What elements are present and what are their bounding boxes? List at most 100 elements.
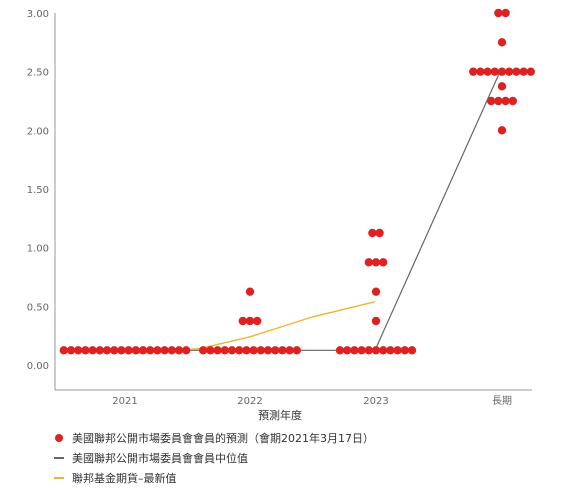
projection-dot xyxy=(400,346,409,355)
projection-dot xyxy=(386,346,395,355)
y-tick-label: 1.00 xyxy=(27,244,49,255)
legend: 美國聯邦公開市場委員會會員的預測（會期2021年3月17日） 美國聯邦公開市場委… xyxy=(52,428,374,488)
projection-dot xyxy=(368,228,377,238)
projection-dot xyxy=(483,67,492,76)
projection-dot xyxy=(501,96,510,106)
projection-dot xyxy=(371,287,381,296)
projection-dot xyxy=(59,346,68,355)
y-tick-label: 2.50 xyxy=(27,68,49,79)
legend-item-futures: 聯邦基金期貨–最新值 xyxy=(52,468,374,488)
x-tick-label: 2023 xyxy=(363,396,388,407)
projection-dot xyxy=(371,316,381,326)
projection-dot xyxy=(95,346,105,355)
legend-label-projections: 美國聯邦公開市場委員會會員的預測（會期2021年3月17日） xyxy=(72,432,374,445)
projection-dot xyxy=(469,67,478,76)
legend-label-median: 美國聯邦公開市場委員會會員中位值 xyxy=(72,452,248,465)
x-tick-label: 2022 xyxy=(237,396,262,407)
projection-dot xyxy=(174,346,184,355)
legend-label-futures: 聯邦基金期貨–最新值 xyxy=(72,472,177,485)
x-tick-label: 2021 xyxy=(112,396,137,407)
projection-dot xyxy=(238,316,247,326)
projection-dot xyxy=(110,346,119,355)
projection-dot xyxy=(371,258,381,267)
projection-dot xyxy=(357,346,366,355)
projection-dot xyxy=(102,346,112,355)
projection-dot xyxy=(292,346,301,355)
projection-dot xyxy=(364,258,373,267)
x-tick-label: 長期 xyxy=(492,395,512,407)
projection-dot xyxy=(271,346,280,355)
legend-line-swatch xyxy=(52,457,66,459)
projection-dot xyxy=(160,346,169,355)
projection-dot xyxy=(476,67,485,76)
projection-dot xyxy=(350,346,359,355)
projection-dot xyxy=(249,346,258,355)
dot-plot-chart: 0.000.501.001.502.002.503.00 2021 2022 202… xyxy=(27,8,535,422)
projection-dot xyxy=(379,258,388,267)
projection-dot xyxy=(526,67,535,76)
projection-dot xyxy=(494,96,503,106)
y-tick-label: 0.50 xyxy=(27,302,49,313)
projection-dot xyxy=(497,126,507,135)
series-lines xyxy=(125,71,501,354)
projection-dot xyxy=(497,38,507,47)
legend-item-median: 美國聯邦公開市場委員會會員中位值 xyxy=(52,448,374,468)
y-tick-label: 2.00 xyxy=(27,126,49,137)
projection-dot xyxy=(371,346,381,355)
projection-dot xyxy=(245,287,255,296)
y-tick-label: 3.00 xyxy=(27,9,49,20)
projection-dot xyxy=(213,346,222,355)
projection-dot xyxy=(117,346,126,355)
legend-item-projections: 美國聯邦公開市場委員會會員的預測（會期2021年3月17日） xyxy=(52,428,374,448)
projection-dot xyxy=(487,96,496,106)
y-tick-label: 0.00 xyxy=(27,361,49,372)
projection-dot xyxy=(146,346,155,355)
projection-dot xyxy=(131,346,140,355)
median-line xyxy=(125,71,501,351)
legend-dot-swatch xyxy=(52,434,66,442)
projection-dot xyxy=(393,346,402,355)
projection-dot xyxy=(285,346,294,355)
projection-dot xyxy=(253,316,262,326)
projection-dot xyxy=(490,67,499,76)
projection-dot xyxy=(81,346,90,355)
projection-dot xyxy=(66,346,76,355)
x-axis-ticks: 2021 2022 2023 長期 xyxy=(112,395,512,407)
projection-dot xyxy=(153,346,162,355)
axes xyxy=(54,13,532,391)
projection-dot xyxy=(512,67,521,76)
series-dots xyxy=(59,8,535,355)
projection-dot xyxy=(501,8,510,18)
projection-dot xyxy=(505,67,514,76)
projection-dot xyxy=(343,346,352,355)
projection-dot xyxy=(497,82,507,91)
x-axis-label: 預測年度 xyxy=(258,408,302,422)
futures-line xyxy=(137,300,376,354)
projection-dot xyxy=(242,346,251,355)
projection-dot xyxy=(375,228,384,238)
projection-dot xyxy=(199,346,208,355)
projection-dot xyxy=(88,346,97,355)
projection-dot xyxy=(167,346,176,355)
projection-dot xyxy=(278,346,287,355)
legend-line-swatch xyxy=(52,477,66,479)
projection-dot xyxy=(497,67,507,76)
projection-dot xyxy=(182,346,191,355)
projection-dot xyxy=(74,346,83,355)
y-axis-ticks: 0.00 0.50 1.00 1.50 2.00 2.50 3.00 xyxy=(27,9,49,372)
projection-dot xyxy=(508,96,517,106)
projection-dot xyxy=(335,346,345,355)
projection-dot xyxy=(235,346,244,355)
projection-dot xyxy=(519,67,528,76)
projection-dot xyxy=(245,316,255,326)
projection-dot xyxy=(263,346,273,355)
projection-dot xyxy=(124,346,133,355)
projection-dot xyxy=(494,8,503,18)
projection-dot xyxy=(220,346,229,355)
projection-dot xyxy=(379,346,388,355)
projection-dot xyxy=(138,346,148,355)
y-tick-label: 1.50 xyxy=(27,185,49,196)
projection-dot xyxy=(364,346,373,355)
projection-dot xyxy=(206,346,215,355)
